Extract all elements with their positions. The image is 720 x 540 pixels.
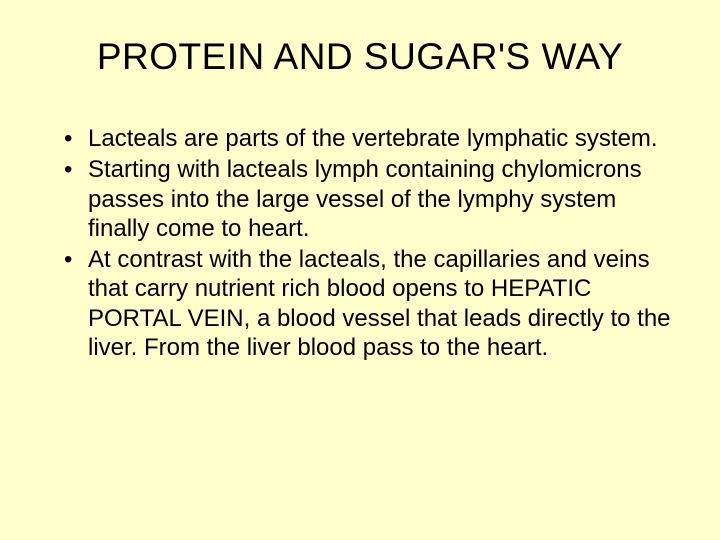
bullet-text: Lacteals are parts of the vertebrate lym… xyxy=(88,125,658,152)
slide-title: PROTEIN AND SUGAR'S WAY xyxy=(48,36,672,78)
list-item: Lacteals are parts of the vertebrate lym… xyxy=(60,124,672,153)
slide: PROTEIN AND SUGAR'S WAY Lacteals are par… xyxy=(0,0,720,540)
list-item: Starting with lacteals lymph containing … xyxy=(60,155,672,243)
list-item: At contrast with the lacteals, the capil… xyxy=(60,245,672,362)
bullet-text: Starting with lacteals lymph containing … xyxy=(88,156,642,242)
bullet-list: Lacteals are parts of the vertebrate lym… xyxy=(48,124,672,362)
bullet-text: At contrast with the lacteals, the capil… xyxy=(88,246,671,361)
